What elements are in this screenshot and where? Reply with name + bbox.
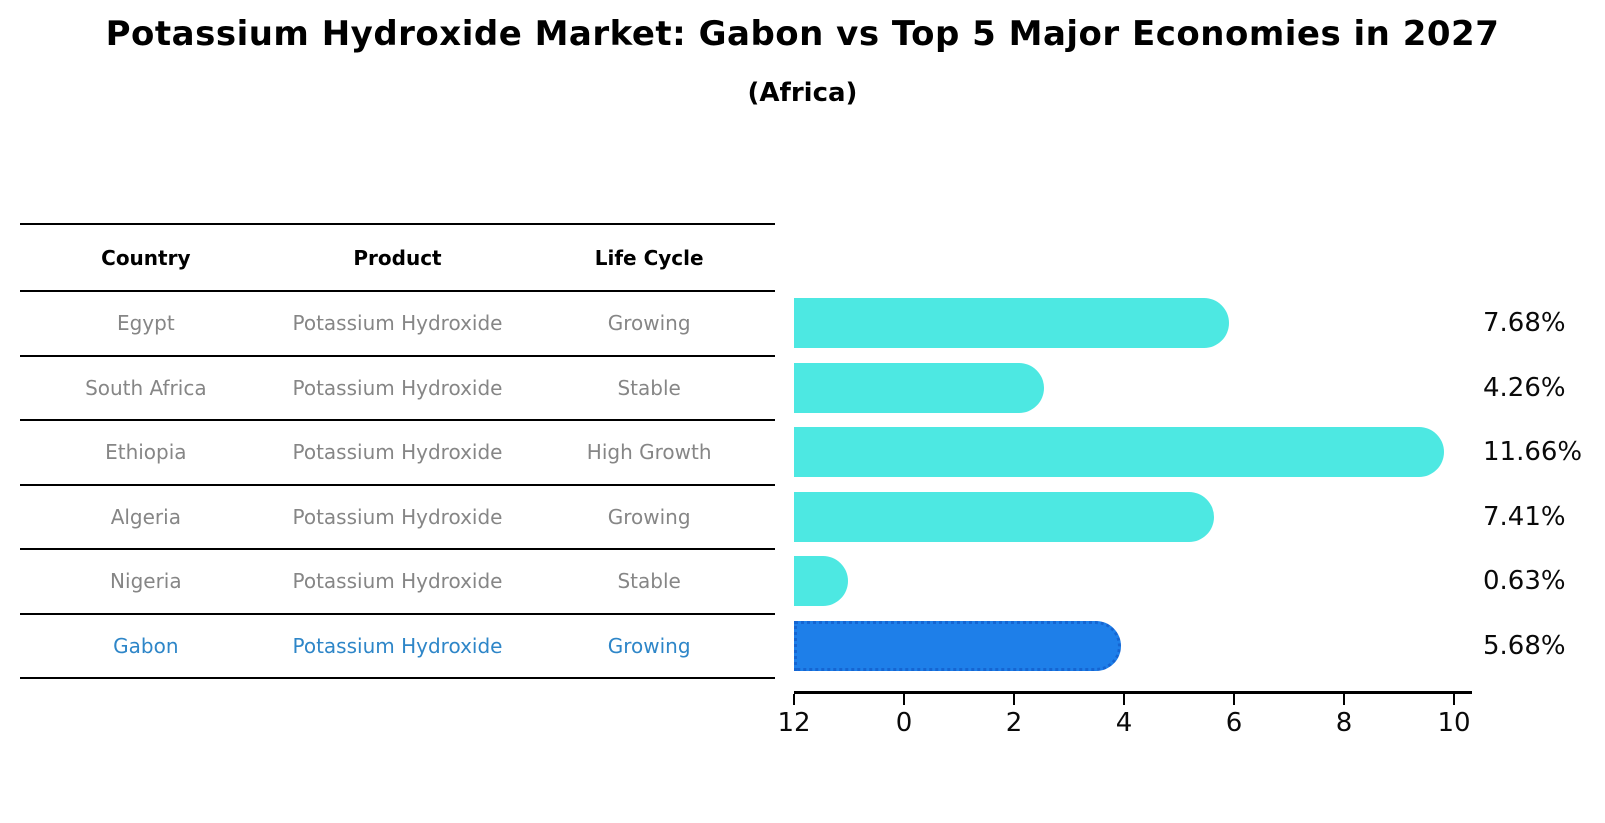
country-cell: Algeria: [110, 504, 181, 529]
product-cell: Potassium Hydroxide: [292, 633, 503, 658]
x-tick: 10: [1424, 691, 1484, 738]
product-cell: Potassium Hydroxide: [292, 375, 503, 400]
lifecycle-cell: High Growth: [586, 440, 712, 465]
country-cell: Gabon: [113, 633, 179, 658]
tick-label: 8: [1335, 708, 1353, 738]
tick-label: 12: [777, 708, 811, 738]
product-cell: Potassium Hydroxide: [292, 311, 503, 336]
product-cell: Potassium Hydroxide: [292, 569, 503, 594]
x-axis-spine: [794, 691, 1472, 694]
country-cell: South Africa: [85, 375, 207, 400]
bar-egypt: [794, 298, 1229, 349]
lifecycle-cell: Growing: [607, 633, 691, 658]
bar-gabon: [794, 620, 1121, 671]
bar-row: [794, 614, 1474, 679]
value-label: 7.68%: [1483, 308, 1566, 339]
column-header-country: Country: [101, 245, 191, 270]
tick-label: 10: [1437, 708, 1471, 738]
country-cell: Ethiopia: [105, 440, 187, 465]
table-row: Algeria Potassium Hydroxide Growing: [20, 486, 775, 550]
x-tick: 6: [1204, 691, 1264, 738]
x-tick: 2: [984, 691, 1044, 738]
bar-ethiopia: [794, 427, 1444, 478]
lifecycle-cell: Growing: [607, 504, 691, 529]
country-cell: Egypt: [116, 311, 175, 336]
tick-mark: [902, 694, 906, 705]
country-cell: Nigeria: [110, 569, 182, 594]
lifecycle-cell: Stable: [617, 375, 681, 400]
product-cell: Potassium Hydroxide: [292, 504, 503, 529]
country-table: Country Product Life Cycle Egypt Potassi…: [20, 223, 775, 679]
bar-algeria: [794, 491, 1215, 542]
bar-row: [794, 291, 1474, 356]
bar-chart: [794, 291, 1474, 678]
lifecycle-cell: Stable: [617, 569, 681, 594]
bar-row: [794, 356, 1474, 421]
bar-row: [794, 420, 1474, 485]
bar-row: [794, 485, 1474, 550]
value-label: 5.68%: [1483, 630, 1566, 661]
x-tick: 12: [764, 691, 824, 738]
bar-nigeria: [794, 556, 849, 607]
value-label: 7.41%: [1483, 501, 1566, 532]
product-cell: Potassium Hydroxide: [292, 440, 503, 465]
x-axis: 0 2 4 6 8 10 12: [777, 691, 1474, 751]
x-tick: 4: [1094, 691, 1154, 738]
value-label-column: 7.68% 4.26% 11.66% 7.41% 0.63% 5.68%: [1483, 291, 1603, 678]
tick-label: 2: [1005, 708, 1023, 738]
table-header-row: Country Product Life Cycle: [20, 225, 775, 292]
table-row: Egypt Potassium Hydroxide Growing: [20, 292, 775, 357]
tick-mark: [1452, 694, 1456, 705]
chart-title: Potassium Hydroxide Market: Gabon vs Top…: [105, 14, 1500, 54]
column-header-product: Product: [353, 245, 442, 270]
tick-label: 6: [1225, 708, 1243, 738]
column-header-lifecycle: Life Cycle: [594, 245, 704, 270]
x-tick: 0: [874, 691, 934, 738]
table-row-gabon: Gabon Potassium Hydroxide Growing: [20, 615, 775, 679]
table-row: Ethiopia Potassium Hydroxide High Growth: [20, 421, 775, 486]
tick-mark: [1122, 694, 1126, 705]
x-tick: 8: [1314, 691, 1374, 738]
tick-mark: [1012, 694, 1016, 705]
bar-south-africa: [794, 362, 1045, 413]
lifecycle-cell: Growing: [607, 311, 691, 336]
tick-mark: [1232, 694, 1236, 705]
tick-label: 4: [1115, 708, 1133, 738]
table-row: South Africa Potassium Hydroxide Stable: [20, 357, 775, 421]
chart-subtitle: (Africa): [747, 78, 858, 108]
value-label: 0.63%: [1483, 566, 1566, 597]
bar-row: [794, 549, 1474, 614]
tick-mark: [1342, 694, 1346, 705]
tick-label: 0: [895, 708, 913, 738]
table-row: Nigeria Potassium Hydroxide Stable: [20, 550, 775, 615]
value-label: 11.66%: [1483, 437, 1583, 468]
value-label: 4.26%: [1483, 372, 1566, 403]
tick-mark: [792, 694, 796, 705]
